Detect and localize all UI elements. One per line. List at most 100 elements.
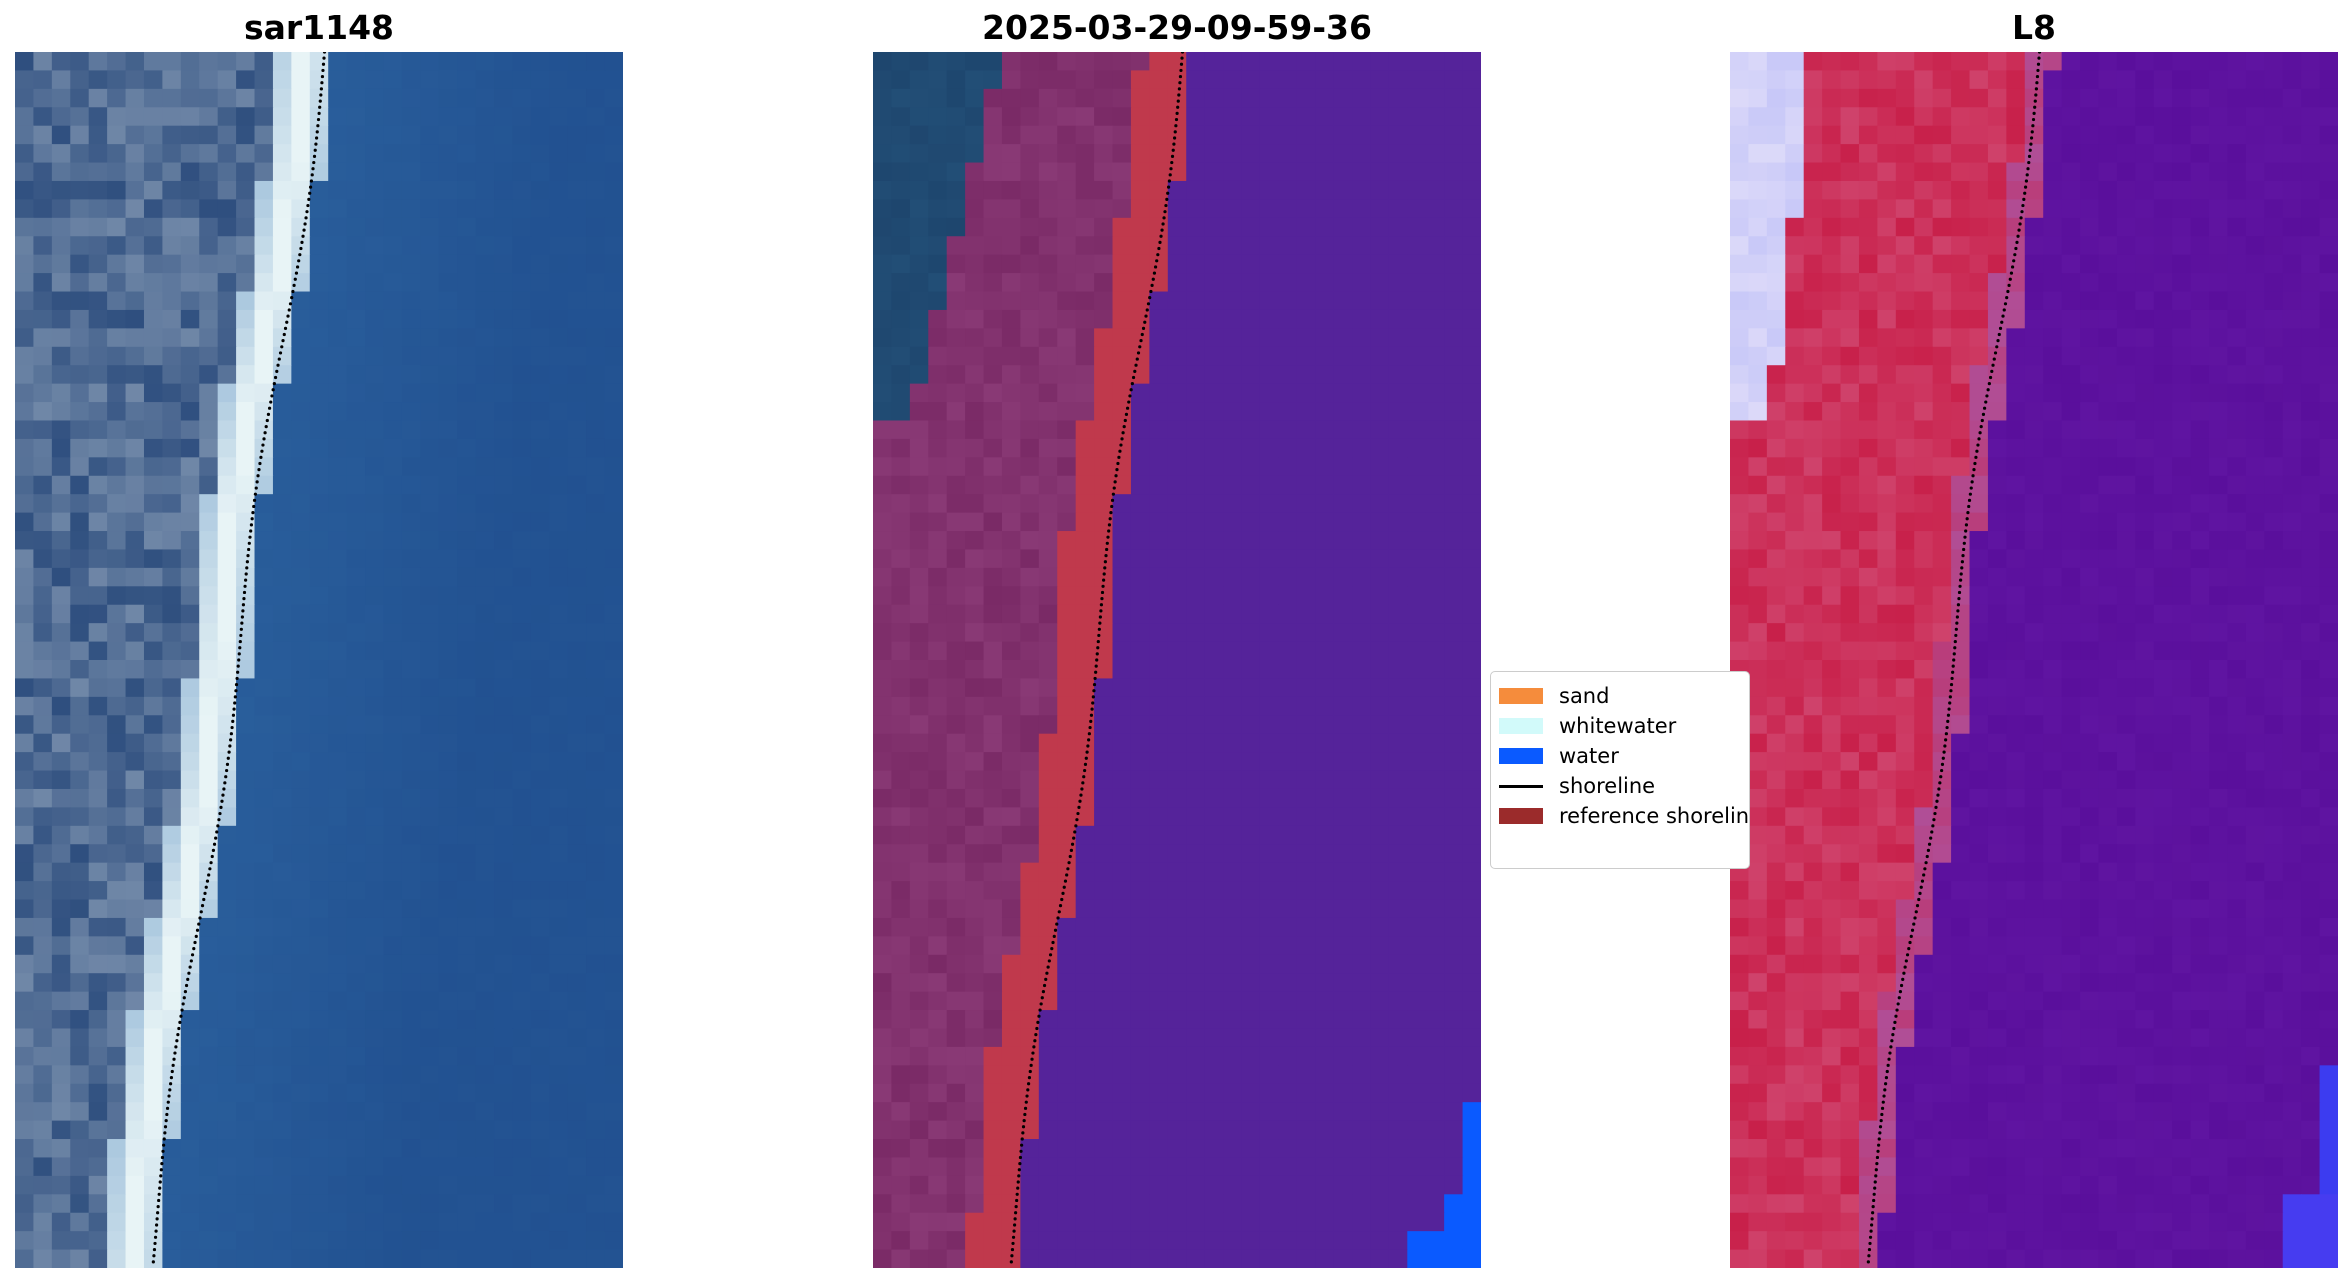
- pixel: [1130, 88, 1150, 108]
- pixel: [475, 70, 495, 90]
- pixel: [1278, 586, 1298, 606]
- pixel: [909, 770, 929, 790]
- pixel: [1186, 733, 1206, 753]
- pixel: [983, 696, 1003, 716]
- pixel: [143, 383, 163, 403]
- pixel: [2135, 162, 2155, 182]
- pixel: [1241, 180, 1261, 200]
- pixel: [1130, 954, 1150, 974]
- pixel: [1444, 973, 1464, 993]
- pixel: [983, 346, 1003, 366]
- pixel: [1094, 1120, 1114, 1140]
- pixel: [604, 365, 623, 385]
- pixel: [70, 70, 90, 90]
- pixel: [1186, 862, 1206, 882]
- pixel: [928, 52, 948, 72]
- pixel: [1038, 1120, 1058, 1140]
- pixel: [1462, 438, 1481, 458]
- pixel: [383, 1231, 403, 1251]
- pixel: [946, 512, 966, 532]
- pixel: [1407, 715, 1427, 735]
- pixel: [946, 475, 966, 495]
- pixel: [328, 549, 348, 569]
- shoreline-dot: [255, 480, 259, 484]
- shoreline-dot: [1177, 93, 1181, 97]
- pixel: [1223, 678, 1243, 698]
- pixel: [1057, 254, 1077, 274]
- pixel: [586, 531, 606, 551]
- pixel: [928, 494, 948, 514]
- pixel: [180, 733, 200, 753]
- pixel: [125, 549, 145, 569]
- pixel: [1840, 70, 1860, 90]
- pixel: [1186, 236, 1206, 256]
- shoreline-dot: [313, 148, 317, 152]
- shoreline-dot: [1016, 1186, 1020, 1190]
- pixel: [1149, 954, 1169, 974]
- pixel: [1296, 1231, 1316, 1251]
- pixel: [549, 1010, 569, 1030]
- pixel: [162, 531, 182, 551]
- pixel: [512, 512, 532, 532]
- pixel: [1057, 217, 1077, 237]
- pixel: [1038, 217, 1058, 237]
- pixel: [199, 917, 219, 937]
- pixel: [909, 346, 929, 366]
- pixel: [1167, 678, 1187, 698]
- pixel: [125, 494, 145, 514]
- pixel: [1444, 1139, 1464, 1159]
- pixel: [567, 438, 587, 458]
- pixel: [328, 70, 348, 90]
- pixel: [567, 715, 587, 735]
- pixel: [1296, 678, 1316, 698]
- pixel: [401, 844, 421, 864]
- pixel: [1112, 1046, 1132, 1066]
- shoreline-dot: [1113, 480, 1117, 484]
- pixel: [438, 678, 458, 698]
- pixel: [909, 1010, 929, 1030]
- pixel: [365, 991, 385, 1011]
- pixel: [420, 1231, 440, 1251]
- pixel: [1020, 180, 1040, 200]
- pixel: [965, 494, 985, 514]
- pixel: [1149, 807, 1169, 827]
- pixel: [1407, 217, 1427, 237]
- pixel: [143, 1231, 163, 1251]
- pixel: [2301, 70, 2321, 90]
- pixel: [1020, 236, 1040, 256]
- pixel: [928, 70, 948, 90]
- pixel: [494, 715, 514, 735]
- pixel: [1075, 881, 1095, 901]
- shoreline-dot: [1116, 461, 1120, 466]
- pixel: [88, 531, 108, 551]
- pixel: [1462, 1028, 1481, 1048]
- pixel: [1094, 844, 1114, 864]
- pixel: [438, 309, 458, 329]
- pixel: [1315, 180, 1335, 200]
- pixel: [586, 770, 606, 790]
- pixel: [873, 567, 893, 587]
- pixel: [475, 1249, 495, 1268]
- pixel: [1895, 88, 1915, 108]
- pixel: [512, 770, 532, 790]
- pixel: [530, 881, 550, 901]
- pixel: [328, 678, 348, 698]
- pixel: [383, 309, 403, 329]
- pixel: [180, 512, 200, 532]
- pixel: [1278, 402, 1298, 422]
- pixel: [180, 1010, 200, 1030]
- pixel: [909, 254, 929, 274]
- pixel: [494, 825, 514, 845]
- pixel: [88, 88, 108, 108]
- pixel: [15, 144, 35, 164]
- pixel: [1094, 1231, 1114, 1251]
- pixel: [1094, 1028, 1114, 1048]
- pixel: [1094, 199, 1114, 219]
- pixel: [1167, 991, 1187, 1011]
- pixel: [383, 199, 403, 219]
- pixel: [438, 52, 458, 72]
- pixel: [1112, 217, 1132, 237]
- pixel: [1388, 309, 1408, 329]
- pixel: [1020, 696, 1040, 716]
- pixel: [328, 328, 348, 348]
